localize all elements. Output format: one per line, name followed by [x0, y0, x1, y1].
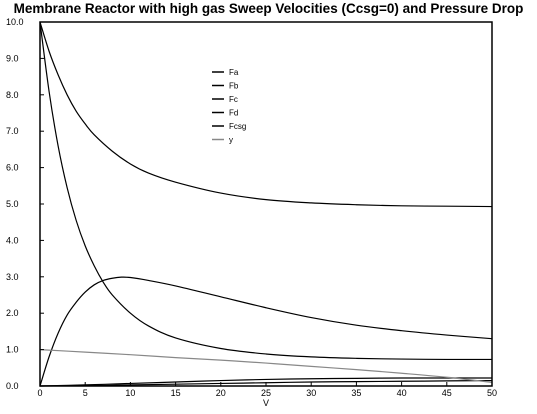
y-tick-label: 1.0 — [6, 345, 19, 355]
legend-label-fcsg: Fcsg — [229, 122, 246, 131]
y-tick-label: 3.0 — [6, 272, 19, 282]
chart-title: Membrane Reactor with high gas Sweep Vel… — [13, 1, 524, 16]
y-tick-label: 8.0 — [6, 90, 19, 100]
y-tick-label: 10.0 — [6, 17, 24, 27]
x-tick-label: 5 — [83, 388, 88, 398]
legend-label-y: y — [229, 136, 233, 145]
y-tick-label: 6.0 — [6, 163, 19, 173]
x-tick-label: 45 — [442, 388, 452, 398]
series-line-fb — [39, 21, 493, 361]
x-tick-label: 40 — [397, 388, 407, 398]
y-tick-label: 5.0 — [6, 199, 19, 209]
y-tick-label: 9.0 — [6, 53, 19, 63]
x-axis-label: V — [263, 398, 269, 408]
series-line-fa — [39, 21, 493, 208]
x-tick-label: 30 — [306, 388, 316, 398]
series-line-fc — [39, 276, 493, 387]
y-tick-label: 2.0 — [6, 308, 19, 318]
y-tick-label: 4.0 — [6, 235, 19, 245]
series-line-y — [39, 349, 493, 383]
plot-frame — [39, 21, 493, 387]
legend-label-fb: Fb — [229, 82, 239, 91]
series-line-fd — [39, 377, 492, 387]
x-tick-label: 50 — [487, 388, 497, 398]
x-tick-label: 20 — [216, 388, 226, 398]
legend: Fa Fb Fc Fd Fcsg y — [212, 68, 246, 145]
y-tick-label: 7.0 — [6, 126, 19, 136]
legend-label-fd: Fd — [229, 109, 238, 118]
x-tick-label: 10 — [125, 388, 135, 398]
plot-layer — [39, 21, 493, 387]
x-tick-label: 25 — [261, 388, 271, 398]
legend-label-fa: Fa — [229, 68, 239, 77]
x-tick-label: 35 — [351, 388, 361, 398]
tick-layer: 0.0 1.0 2.0 3.0 4.0 5.0 6.0 7.0 8.0 9.0 10.0 0 5 10 15… — [6, 17, 497, 398]
legend-label-fc: Fc — [229, 95, 238, 104]
x-tick-label: 15 — [171, 388, 181, 398]
x-tick-label: 0 — [37, 388, 42, 398]
y-tick-label: 0.0 — [6, 381, 19, 391]
